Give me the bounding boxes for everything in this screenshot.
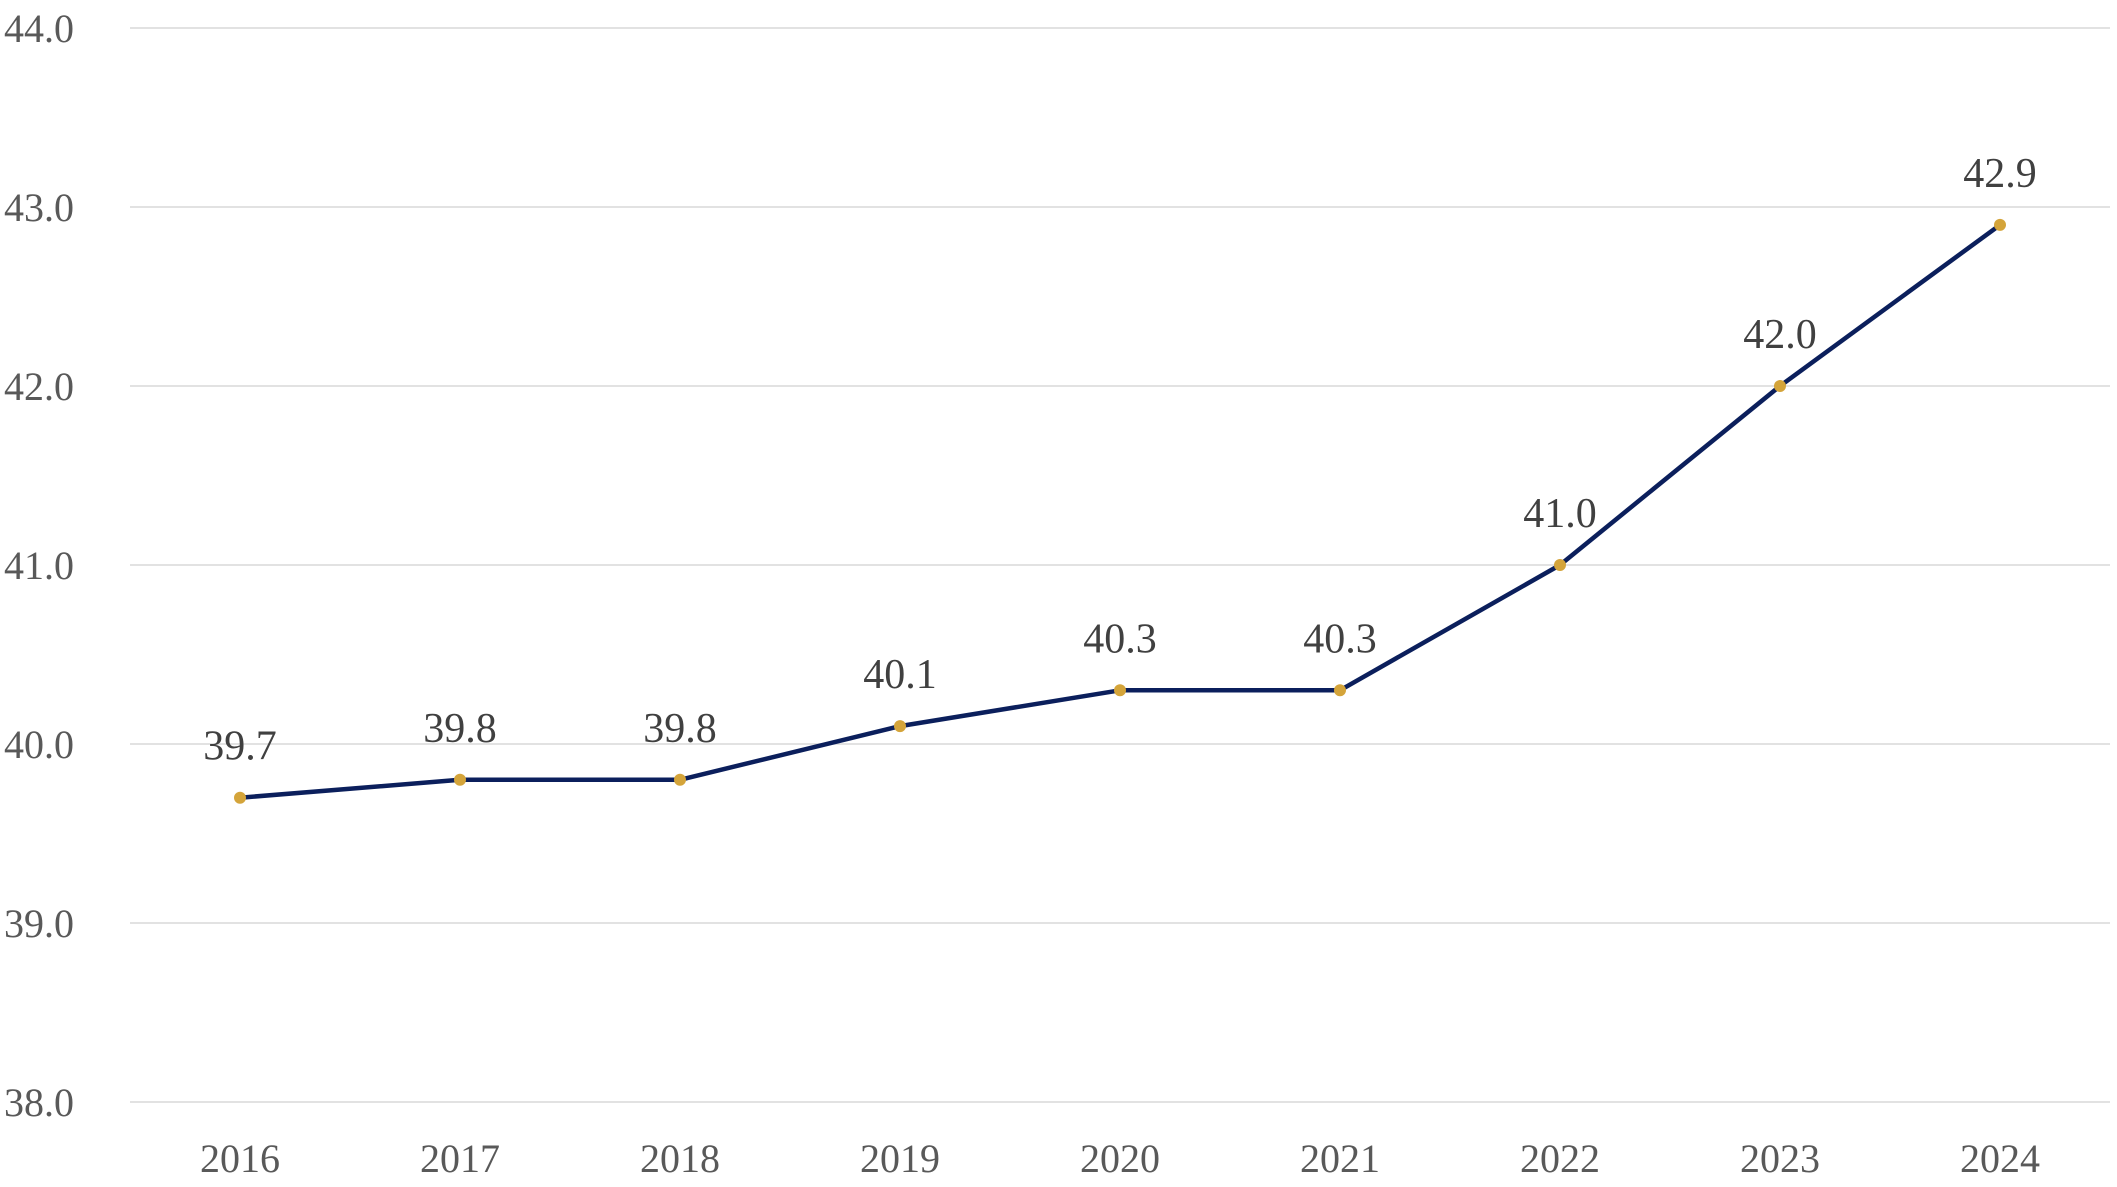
y-tick-label: 42.0: [4, 364, 74, 409]
y-tick-label: 39.0: [4, 901, 74, 946]
y-tick-label: 41.0: [4, 543, 74, 588]
data-point: [1114, 684, 1126, 697]
x-tick-label: 2020: [1080, 1136, 1160, 1181]
data-labels: 39.7 39.8 39.8 40.1 40.3 40.3 41.0 42.0 42.9: [203, 151, 2037, 770]
data-label: 39.8: [423, 706, 497, 752]
series-line: [237, 222, 2003, 800]
data-label: 39.8: [643, 706, 717, 752]
y-tick-label: 43.0: [4, 185, 74, 230]
y-tick-label: 38.0: [4, 1080, 74, 1125]
data-label: 40.1: [863, 652, 937, 698]
y-tick-label: 40.0: [4, 722, 74, 767]
data-point: [894, 720, 906, 733]
x-tick-label: 2019: [860, 1136, 940, 1181]
data-point: [1774, 380, 1786, 392]
x-tick-label: 2016: [200, 1136, 280, 1181]
data-label: 39.7: [203, 724, 277, 770]
x-tick-label: 2024: [1960, 1136, 2040, 1181]
x-tick-label: 2021: [1300, 1136, 1380, 1181]
series-markers: [234, 218, 2006, 804]
data-label: 40.3: [1083, 616, 1157, 662]
y-tick-label: 44.0: [4, 6, 74, 51]
data-point: [1994, 218, 2006, 231]
data-point: [674, 773, 686, 786]
data-label: 40.3: [1303, 616, 1377, 662]
data-point: [454, 773, 466, 786]
series-line-group: [237, 222, 2003, 800]
data-point: [234, 791, 246, 804]
x-tick-label: 2023: [1740, 1136, 1820, 1181]
gridlines: [130, 27, 2110, 1103]
x-tick-label: 2022: [1520, 1136, 1600, 1181]
x-tick-label: 2017: [420, 1136, 500, 1181]
y-axis-tick-labels: 38.0 39.0 40.0 41.0 42.0 43.0 44.0: [4, 6, 74, 1125]
x-tick-label: 2018: [640, 1136, 720, 1181]
data-point: [1554, 559, 1566, 571]
data-label: 42.0: [1743, 312, 1817, 358]
data-label: 42.9: [1963, 151, 2037, 197]
x-axis-tick-labels: 2016 2017 2018 2019 2020 2021 2022 2023 2024: [200, 1136, 2040, 1181]
data-point: [1334, 684, 1346, 697]
data-label: 41.0: [1523, 491, 1597, 537]
